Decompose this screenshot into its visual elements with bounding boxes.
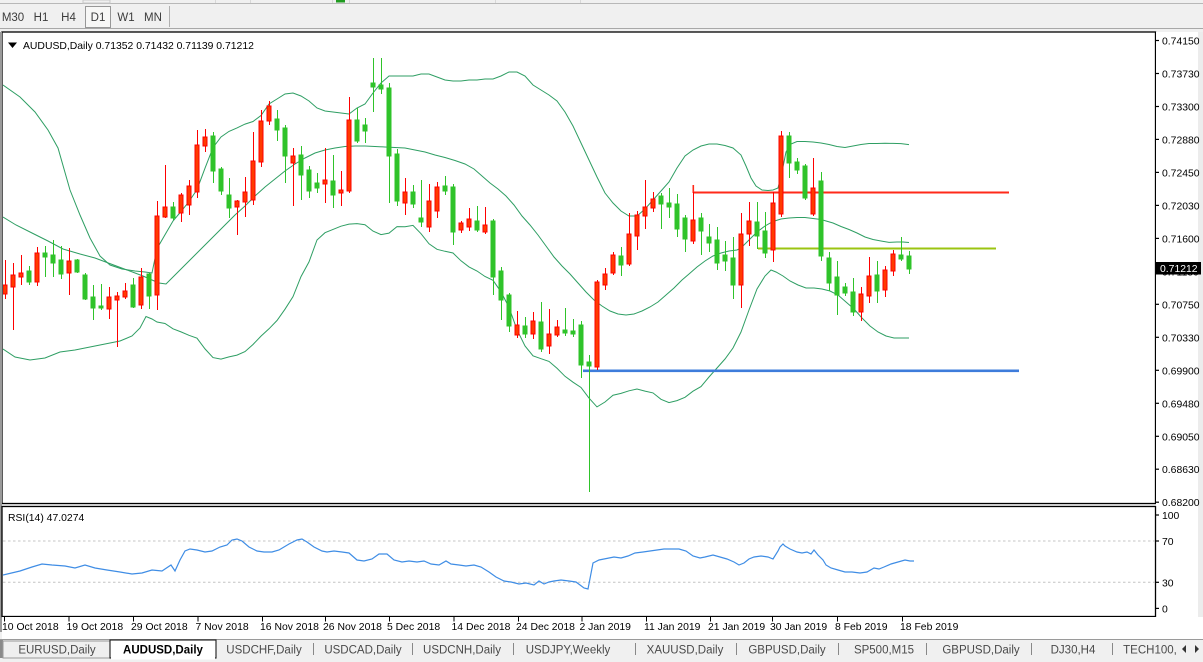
svg-text:30: 30 <box>1162 578 1174 589</box>
svg-text:GBPUSD,Daily: GBPUSD,Daily <box>748 645 826 657</box>
svg-text:TECH100,: TECH100, <box>1123 645 1177 657</box>
svg-text:11 Jan 2019: 11 Jan 2019 <box>644 622 701 633</box>
svg-text:100: 100 <box>1162 511 1180 522</box>
svg-text:0.68630: 0.68630 <box>1162 465 1200 476</box>
svg-text:AUDUSD,Daily: AUDUSD,Daily <box>123 645 203 657</box>
svg-text:29 Oct 2018: 29 Oct 2018 <box>131 622 188 633</box>
svg-text:0.73300: 0.73300 <box>1162 103 1200 114</box>
svg-text:0.69050: 0.69050 <box>1162 432 1200 443</box>
svg-text:0.71600: 0.71600 <box>1162 234 1200 245</box>
svg-text:W1: W1 <box>117 12 134 24</box>
svg-text:19 Oct 2018: 19 Oct 2018 <box>67 622 124 633</box>
svg-text:RSI(14) 47.0274: RSI(14) 47.0274 <box>8 513 84 524</box>
svg-text:70: 70 <box>1162 537 1174 548</box>
svg-text:MN: MN <box>144 12 162 24</box>
svg-text:0.71212: 0.71212 <box>1160 264 1198 275</box>
svg-text:26 Nov 2018: 26 Nov 2018 <box>323 622 382 633</box>
svg-text:H4: H4 <box>61 12 76 24</box>
svg-text:H1: H1 <box>34 12 49 24</box>
svg-text:M30: M30 <box>2 12 24 24</box>
svg-text:DJ30,H4: DJ30,H4 <box>1051 645 1096 657</box>
svg-text:5 Dec 2018: 5 Dec 2018 <box>387 622 440 633</box>
svg-text:USDCHF,Daily: USDCHF,Daily <box>226 645 302 657</box>
svg-text:USDCAD,Daily: USDCAD,Daily <box>324 645 402 657</box>
svg-text:0.70750: 0.70750 <box>1162 300 1200 311</box>
svg-text:14 Dec 2018: 14 Dec 2018 <box>452 622 511 633</box>
svg-text:XAUUSD,Daily: XAUUSD,Daily <box>647 645 724 657</box>
svg-text:D1: D1 <box>91 12 106 24</box>
svg-text:0.73730: 0.73730 <box>1162 70 1200 81</box>
svg-text:0: 0 <box>1162 604 1168 615</box>
svg-text:10 Oct 2018: 10 Oct 2018 <box>2 622 59 633</box>
svg-text:0.68200: 0.68200 <box>1162 498 1200 509</box>
svg-text:7 Nov 2018: 7 Nov 2018 <box>196 622 249 633</box>
svg-text:0.72880: 0.72880 <box>1162 135 1200 146</box>
svg-text:0.70330: 0.70330 <box>1162 333 1200 344</box>
svg-text:0.69900: 0.69900 <box>1162 366 1200 377</box>
svg-text:EURUSD,Daily: EURUSD,Daily <box>18 645 96 657</box>
svg-text:16 Nov 2018: 16 Nov 2018 <box>260 622 319 633</box>
svg-text:USDCNH,Daily: USDCNH,Daily <box>423 645 501 657</box>
svg-text:GBPUSD,Daily: GBPUSD,Daily <box>942 645 1020 657</box>
svg-text:8 Feb 2019: 8 Feb 2019 <box>835 622 888 633</box>
svg-text:0.74150: 0.74150 <box>1162 37 1200 48</box>
svg-text:21 Jan 2019: 21 Jan 2019 <box>708 622 765 633</box>
svg-text:USDJPY,Weekly: USDJPY,Weekly <box>526 645 611 657</box>
svg-text:0.69480: 0.69480 <box>1162 399 1200 410</box>
svg-text:2 Jan 2019: 2 Jan 2019 <box>580 622 632 633</box>
svg-text:24 Dec 2018: 24 Dec 2018 <box>516 622 575 633</box>
svg-text:AUDUSD,Daily 0.71352 0.71432: AUDUSD,Daily 0.71352 0.71432 0.71139 0.7… <box>23 41 254 52</box>
svg-text:0.72030: 0.72030 <box>1162 201 1200 212</box>
svg-text:18 Feb 2019: 18 Feb 2019 <box>900 622 959 633</box>
svg-text:SP500,M15: SP500,M15 <box>854 645 914 657</box>
svg-text:30 Jan 2019: 30 Jan 2019 <box>770 622 827 633</box>
svg-text:0.72450: 0.72450 <box>1162 168 1200 179</box>
